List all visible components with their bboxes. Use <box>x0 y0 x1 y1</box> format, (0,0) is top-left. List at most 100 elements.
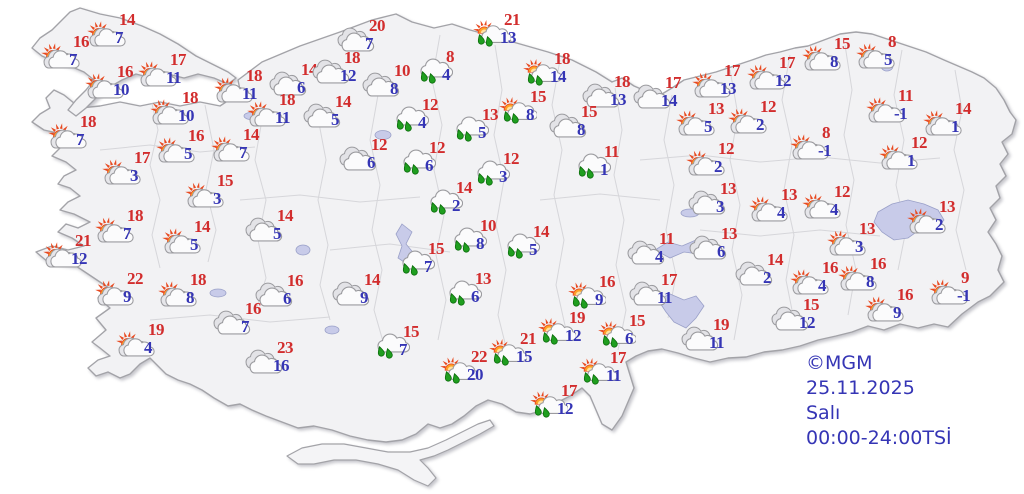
high-temp: 21 <box>504 10 521 29</box>
sun-cloud-icon <box>789 131 829 161</box>
sun-cloud-icon <box>94 277 134 307</box>
cloud-icon <box>626 237 666 267</box>
weather-station: 17 13 <box>691 62 763 115</box>
low-temp: 15 <box>516 347 533 366</box>
low-temp: 5 <box>529 240 538 259</box>
sun-cloud-icon <box>727 105 767 135</box>
rain-icon <box>442 277 482 307</box>
weather-station: 13 6 <box>442 270 514 323</box>
sun-rain-icon <box>438 355 478 385</box>
sun-cloud-icon <box>246 98 286 128</box>
weather-station: 10 8 <box>361 62 433 115</box>
sun-cloud-icon <box>84 70 124 100</box>
cloud-icon <box>688 232 728 262</box>
weather-station: 18 8 <box>157 271 229 324</box>
cloud-icon <box>254 279 294 309</box>
cloud-icon <box>212 307 252 337</box>
high-temp: 23 <box>277 338 294 357</box>
high-temp: 19 <box>713 315 730 334</box>
sun-cloud-icon <box>47 120 87 150</box>
sun-rain-icon <box>536 316 576 346</box>
low-temp: 14 <box>661 91 678 110</box>
weather-station: 12 4 <box>389 96 461 149</box>
weather-station: 16 4 <box>789 259 861 312</box>
low-temp: 3 <box>716 197 725 216</box>
low-temp: 12 <box>775 71 792 90</box>
weather-station: 19 11 <box>680 316 752 369</box>
cloud-icon <box>581 80 621 110</box>
high-temp: 17 <box>561 381 578 400</box>
low-temp: 1 <box>907 151 916 170</box>
low-temp: 6 <box>297 78 306 97</box>
low-temp: 3 <box>855 237 864 256</box>
weather-station: 18 7 <box>94 207 166 260</box>
weather-station: 13 6 <box>688 225 760 278</box>
high-temp: 14 <box>364 270 381 289</box>
cloud-icon <box>687 187 727 217</box>
weather-station: 15 3 <box>184 172 256 225</box>
weather-station: 18 11 <box>213 67 285 120</box>
low-temp: 7 <box>123 224 132 243</box>
weather-station: 17 11 <box>577 349 649 402</box>
cloud-icon <box>268 68 308 98</box>
high-temp: 16 <box>599 272 616 291</box>
low-temp: 8 <box>476 234 485 253</box>
weather-station: 14 5 <box>302 93 374 146</box>
weather-station: 13 2 <box>906 198 978 251</box>
sun-cloud-icon <box>213 74 253 104</box>
attribution-source: ©MGM <box>806 352 873 374</box>
sun-cloud-icon <box>42 239 82 269</box>
weather-station: 14 9 <box>331 271 403 324</box>
low-temp: 7 <box>239 143 248 162</box>
high-temp: 19 <box>569 308 586 327</box>
cloud-icon <box>361 69 401 99</box>
high-temp: 17 <box>610 348 627 367</box>
attribution-day: Salı <box>806 402 841 424</box>
weather-station: 16 7 <box>212 300 284 353</box>
sun-cloud-icon <box>149 96 189 126</box>
weather-station: 22 20 <box>438 348 510 401</box>
high-temp: 21 <box>520 329 537 348</box>
sun-rain-icon <box>566 280 606 310</box>
high-temp: 12 <box>371 135 388 154</box>
high-temp: 14 <box>194 217 211 236</box>
high-temp: 14 <box>119 10 136 29</box>
high-temp: 13 <box>708 99 725 118</box>
sun-cloud-icon <box>137 58 177 88</box>
sun-cloud-icon <box>86 18 126 48</box>
high-temp: 14 <box>301 60 318 79</box>
low-temp: 4 <box>442 65 451 84</box>
high-temp: 13 <box>720 179 737 198</box>
weather-station: 14 5 <box>500 223 572 276</box>
low-temp: 5 <box>190 235 199 254</box>
high-temp: 8 <box>888 32 897 51</box>
attribution-hours: 00:00-24:00TSİ <box>806 427 952 449</box>
ataturk-reservoir <box>657 293 705 329</box>
high-temp: 14 <box>335 92 352 111</box>
high-temp: 16 <box>822 258 839 277</box>
low-temp: 5 <box>273 224 282 243</box>
weather-station: 21 15 <box>487 330 559 383</box>
low-temp: 3 <box>213 189 222 208</box>
cloud-icon <box>311 56 351 86</box>
weather-station: 14 7 <box>86 11 158 64</box>
low-temp: 5 <box>184 144 193 163</box>
low-temp: 7 <box>115 28 124 47</box>
sun-cloud-icon <box>801 42 841 72</box>
cloud-icon <box>734 258 774 288</box>
low-temp: 4 <box>418 113 427 132</box>
high-temp: 14 <box>277 206 294 225</box>
low-temp: 5 <box>704 117 713 136</box>
low-temp: 8 <box>390 79 399 98</box>
low-temp: 12 <box>799 313 816 332</box>
low-temp: 20 <box>467 365 484 384</box>
sun-cloud-icon <box>210 133 250 163</box>
rain-icon <box>447 224 487 254</box>
sun-rain-icon <box>596 319 636 349</box>
sun-rain-icon <box>471 18 511 48</box>
weather-station: 16 10 <box>84 63 156 116</box>
high-temp: 16 <box>245 299 262 318</box>
weather-station: 18 11 <box>246 91 318 144</box>
cloud-icon <box>244 346 284 376</box>
low-temp: 6 <box>425 156 434 175</box>
